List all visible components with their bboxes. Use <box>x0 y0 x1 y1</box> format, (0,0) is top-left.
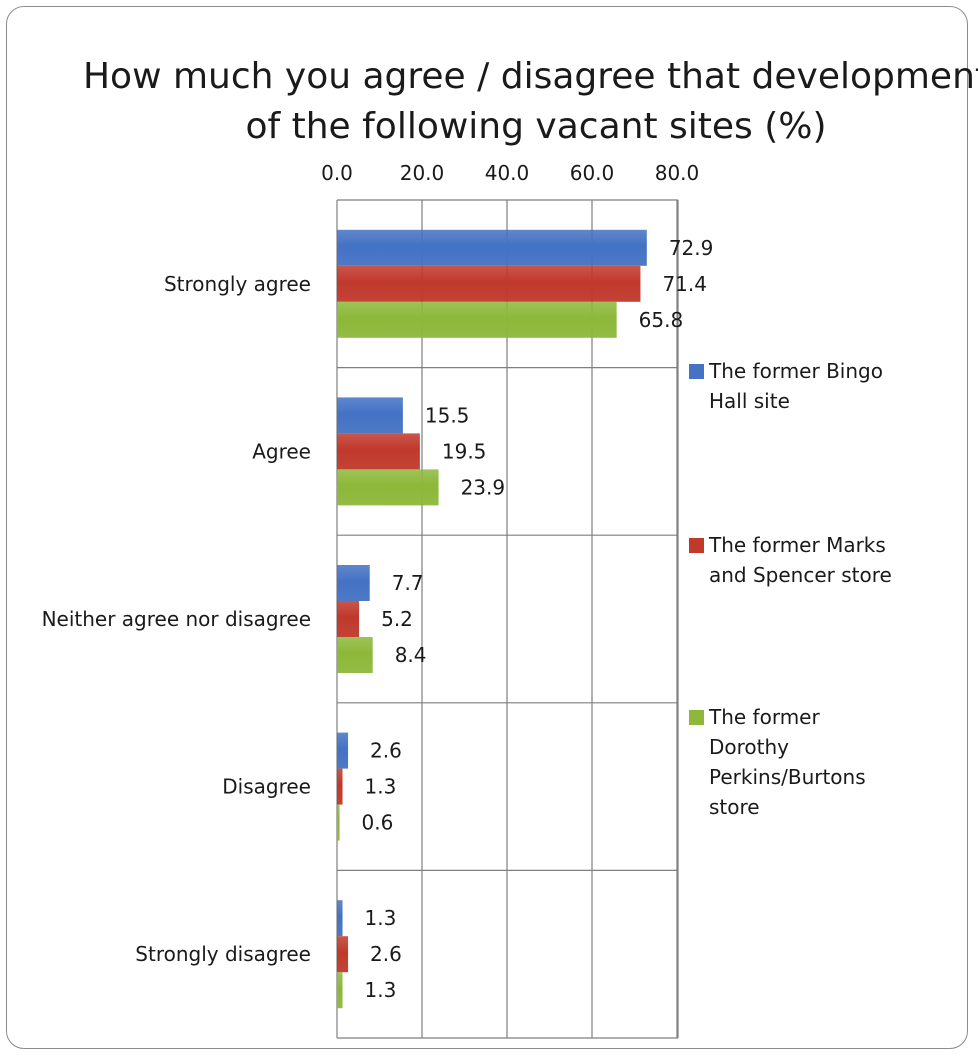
bar-0-1 <box>337 265 641 302</box>
data-label-2-0: 7.7 <box>392 571 424 595</box>
bar-2-2 <box>337 637 373 673</box>
legend-label-2-1: Dorothy <box>709 735 789 759</box>
bar-4-2 <box>337 972 343 1009</box>
chart-frame <box>6 6 968 1049</box>
chart-title: How much you agree / disagree that devel… <box>83 56 978 147</box>
legend-label-2-3: store <box>709 795 760 819</box>
x-tick-label-1: 20.0 <box>400 161 445 185</box>
data-label-4-1: 2.6 <box>370 942 402 966</box>
legend-swatch-2 <box>689 710 704 725</box>
x-tick-label-0: 0.0 <box>321 161 353 185</box>
bar-1-0 <box>337 397 403 434</box>
data-label-2-2: 8.4 <box>395 643 427 667</box>
category-labels: Strongly agree Agree Neither agree nor dis… <box>42 272 311 966</box>
legend-label-2-0: The former <box>708 705 820 729</box>
data-label-3-1: 1.3 <box>365 775 397 799</box>
legend-label-2-2: Perkins/Burtons <box>709 765 866 789</box>
category-label-0: Strongly agree <box>164 272 311 296</box>
data-label-3-0: 2.6 <box>370 739 402 763</box>
bars <box>337 229 647 1009</box>
legend-swatch-1 <box>689 538 704 553</box>
legend-label-1-1: and Spencer store <box>709 563 892 587</box>
x-axis-ticks: 0.0 20.0 40.0 60.0 80.0 <box>321 161 699 185</box>
bar-3-0 <box>337 732 349 769</box>
x-tick-label-2: 40.0 <box>485 161 530 185</box>
category-label-1: Agree <box>252 439 311 463</box>
x-tick-label-4: 80.0 <box>655 161 700 185</box>
legend-label-1-0: The former Marks <box>708 533 886 557</box>
bar-0-2 <box>337 301 617 338</box>
data-label-2-1: 5.2 <box>381 607 413 631</box>
bar-0-0 <box>337 229 647 266</box>
chart-title-line-0: How much you agree / disagree that devel… <box>83 56 978 97</box>
legend-swatch-0 <box>689 364 704 379</box>
category-label-2: Neither agree nor disagree <box>42 607 311 631</box>
grid <box>336 199 679 1039</box>
data-label-1-1: 19.5 <box>442 439 487 463</box>
data-label-3-2: 0.6 <box>362 811 394 835</box>
data-label-4-2: 1.3 <box>365 978 397 1002</box>
x-tick-label-3: 60.0 <box>570 161 615 185</box>
legend: The former Bingo Hall site The former Mark… <box>689 359 892 819</box>
bar-1-1 <box>337 433 420 470</box>
category-label-4: Strongly disagree <box>135 942 311 966</box>
chart-title-line-1: of the following vacant sites (%) <box>245 106 826 147</box>
legend-label-0-0: The former Bingo <box>708 359 883 383</box>
bar-4-0 <box>337 900 343 937</box>
data-label-0-1: 71.4 <box>662 272 707 296</box>
bar-3-2 <box>337 804 340 841</box>
data-label-0-0: 72.9 <box>669 236 714 260</box>
bar-2-0 <box>337 565 370 601</box>
bar-1-2 <box>337 469 439 506</box>
legend-label-0-1: Hall site <box>709 389 790 413</box>
category-label-3: Disagree <box>222 775 311 799</box>
data-label-4-0: 1.3 <box>365 906 397 930</box>
data-label-1-0: 15.5 <box>425 403 470 427</box>
bar-3-1 <box>337 768 343 805</box>
bar-4-1 <box>337 936 349 973</box>
bar-2-1 <box>337 601 360 637</box>
data-labels: 72.9 71.4 65.8 15.5 19.5 23.9 7.7 5.2 8.4 2.6 1.3 0… <box>362 236 714 1002</box>
data-label-1-2: 23.9 <box>461 475 506 499</box>
data-label-0-2: 65.8 <box>639 308 684 332</box>
